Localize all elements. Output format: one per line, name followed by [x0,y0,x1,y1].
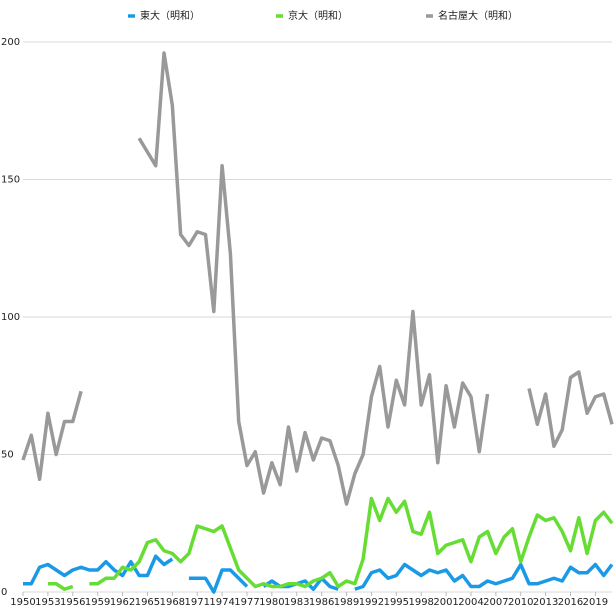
x-tick-label: 1992 [359,597,384,608]
y-tick-label: 100 [1,312,20,323]
x-tick-label: 2016 [558,597,583,608]
x-tick-label: 1953 [35,597,60,608]
x-tick-label: 1956 [60,597,85,608]
series-line [47,496,614,591]
legend-label: 東大（明和） [140,9,200,22]
x-tick-label: 1980 [259,597,284,608]
x-tick-label: 1968 [160,597,185,608]
x-tick-label: 2010 [508,597,533,608]
x-tick-label: 1950 [10,597,35,608]
y-tick-label: 50 [1,450,14,461]
x-tick-label: 1971 [184,597,209,608]
y-tick-label: 200 [1,37,20,48]
x-tick-label: 2001 [433,597,458,608]
x-tick-label: 1974 [209,597,234,608]
x-tick-label: 1962 [110,597,135,608]
x-tick-label: 2013 [533,597,558,608]
x-tick-label: 1989 [334,597,359,608]
x-tick-label: 1995 [384,597,409,608]
series-line [21,51,614,506]
x-tick-label: 1965 [135,597,160,608]
x-tick-label: 2004 [458,597,483,608]
x-tick-label: 1977 [234,597,259,608]
x-tick-label: 2007 [483,597,508,608]
x-tick-label: 1986 [309,597,334,608]
x-tick-label: 1959 [85,597,110,608]
x-tick-label: 2019 [583,597,608,608]
y-tick-label: 150 [1,175,20,186]
legend-label: 京大（明和） [288,9,348,22]
x-tick-label: 1983 [284,597,309,608]
x-tick-label: 1998 [408,597,433,608]
y-tick-label: 0 [1,587,7,598]
series-line [23,554,614,594]
legend-label: 名古屋大（明和） [438,9,518,22]
